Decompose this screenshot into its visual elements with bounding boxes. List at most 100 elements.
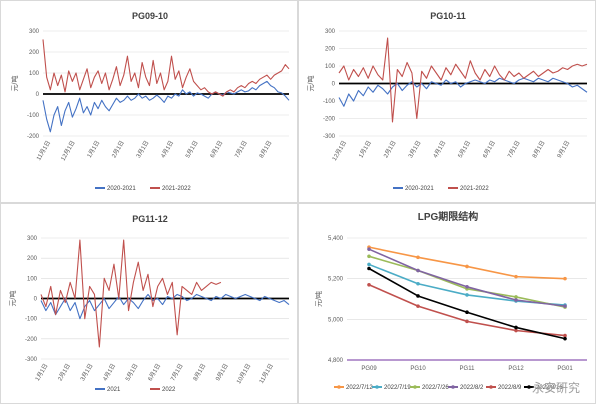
y-axis-label: 元/吨	[10, 76, 19, 92]
x-tick-label: 9月1日	[556, 140, 571, 160]
series-line	[338, 37, 588, 123]
y-axis-label: 元/吨	[314, 291, 323, 307]
x-tick-label: 6月1日	[147, 363, 162, 383]
series-line	[40, 239, 222, 348]
y-tick-label: 200	[325, 47, 336, 53]
x-tick-label: PG09	[361, 366, 377, 372]
legend-label: 2022/7/26	[422, 385, 449, 391]
x-tick-label: 6月1日	[209, 140, 224, 160]
x-tick-label: 2月1日	[57, 363, 72, 383]
data-point	[416, 304, 420, 308]
y-axis-label: 元/吨	[8, 291, 17, 307]
y-tick-label: 4,800	[328, 358, 344, 364]
y-tick-label: -200	[323, 117, 336, 123]
x-tick-label: 4月1日	[102, 363, 117, 383]
data-point	[514, 295, 518, 299]
chart-svg: PG09-10 -200 -100 0 100 200 300 元/吨 11月1日 12月1日 1月…	[10, 11, 290, 192]
data-point	[465, 264, 469, 269]
series-line	[368, 255, 566, 308]
y-tick-label: 5,200	[328, 277, 344, 283]
legend-marker	[337, 385, 341, 389]
x-tick-label: 11月1日	[258, 363, 275, 385]
y-tick-label: -200	[27, 134, 40, 140]
data-point	[465, 319, 469, 324]
y-tick-label: 300	[29, 29, 40, 35]
legend-label: 2020-2021	[107, 186, 136, 192]
data-point	[367, 266, 371, 271]
data-point	[416, 268, 420, 273]
data-point	[563, 304, 567, 308]
chart-svg: PG10-11 -300 -200 -100 0 100 200 300 元/吨 12月1日 1月1…	[306, 11, 588, 192]
y-tick-label: 300	[27, 236, 38, 242]
y-tick-label: 100	[325, 64, 336, 70]
x-tick-label: 5月1日	[124, 363, 139, 383]
x-tick-label: PG12	[508, 366, 524, 372]
chart-title: LPG期限结构	[418, 210, 479, 223]
series-line	[40, 293, 290, 320]
y-tick-label: 0	[34, 297, 38, 303]
data-point	[367, 262, 371, 267]
legend-label: 2020-2021	[405, 186, 434, 192]
series-line	[368, 246, 566, 280]
y-tick-label: -100	[25, 317, 38, 323]
data-point	[367, 282, 371, 287]
x-tick-label: 1月1日	[358, 140, 373, 160]
x-tick-label: 3月1日	[407, 140, 422, 160]
y-tick-label: -300	[25, 357, 38, 363]
legend-label: 2022/7/19	[384, 385, 411, 391]
legend-label: 2022/7/12	[346, 385, 373, 391]
legend-label: 2022/8/16	[536, 385, 563, 391]
series-line	[368, 267, 566, 340]
data-point	[563, 276, 567, 281]
y-tick-label: 5,400	[328, 236, 344, 242]
legend-marker	[413, 385, 417, 389]
y-tick-label: 200	[27, 256, 38, 262]
y-tick-label: 300	[325, 29, 336, 35]
x-tick-label: 12月1日	[331, 140, 348, 163]
chart-panel-pg09-10: PG09-10 -200 -100 0 100 200 300 元/吨 11月1日 12月1日 1月…	[0, 0, 298, 203]
x-tick-label: 5月1日	[457, 140, 472, 160]
chart-title: PG10-11	[430, 11, 466, 21]
legend-label: 2022/8/2	[460, 385, 484, 391]
legend-label: 2022	[162, 387, 176, 393]
x-tick-label: 9月1日	[214, 363, 229, 383]
y-tick-label: -200	[25, 337, 38, 343]
x-tick-label: 1月1日	[34, 363, 49, 383]
y-tick-label: 200	[29, 50, 40, 56]
data-point	[416, 281, 420, 286]
y-tick-label: 0	[332, 82, 336, 88]
data-point	[416, 294, 420, 298]
data-point	[367, 254, 371, 259]
watermark-text: 永安研究	[531, 381, 580, 395]
x-tick-label: PG10	[410, 366, 426, 372]
legend-label: 2021-2022	[162, 186, 191, 192]
data-point	[514, 274, 518, 279]
legend-label: 2022/8/9	[498, 385, 522, 391]
legend-label: 2021	[107, 387, 121, 393]
data-point	[514, 325, 518, 330]
legend-marker	[451, 385, 455, 389]
y-tick-label: -100	[323, 99, 336, 105]
x-tick-label: 8月1日	[531, 140, 546, 160]
data-point	[563, 333, 567, 338]
chart-svg: LPG期限结构 4,800 5,000 5,200 5,400 元/吨 PG09 PG10 PG…	[314, 210, 587, 391]
x-tick-label: 6月1日	[482, 140, 497, 160]
x-tick-label: 5月1日	[184, 140, 199, 160]
y-tick-label: -300	[323, 134, 336, 140]
x-tick-label: 7月1日	[506, 140, 521, 160]
data-point	[465, 310, 469, 315]
data-point	[465, 285, 469, 289]
x-tick-label: 10月1日	[235, 363, 252, 386]
x-tick-label: 8月1日	[258, 140, 273, 160]
x-tick-label: 11月1日	[35, 140, 52, 162]
chart-panel-lpg-term-structure: LPG期限结构 4,800 5,000 5,200 5,400 元/吨 PG09 PG10 PG…	[298, 203, 596, 404]
y-tick-label: 100	[27, 276, 38, 282]
y-tick-label: 0	[36, 92, 40, 98]
data-point	[563, 336, 567, 341]
legend-marker	[527, 385, 531, 389]
y-tick-label: 100	[29, 71, 40, 77]
x-tick-label: 4月1日	[160, 140, 175, 160]
y-tick-label: 5,000	[328, 317, 344, 323]
y-tick-label: -100	[27, 113, 40, 119]
